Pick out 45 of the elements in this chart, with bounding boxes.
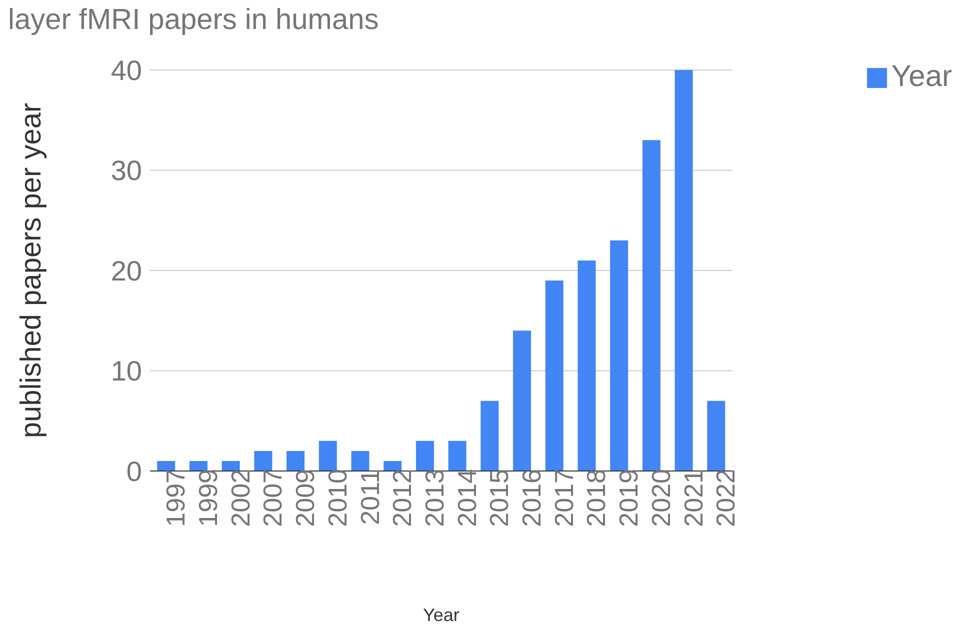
y-tick-label: 0 <box>126 456 142 487</box>
x-tick-label: 2012 <box>387 469 418 527</box>
bar <box>480 400 499 471</box>
x-tick-label: 2016 <box>516 469 547 527</box>
bar <box>286 450 305 471</box>
x-tick-label: 2020 <box>646 469 676 527</box>
y-tick-label: 10 <box>110 356 142 387</box>
bar <box>254 450 272 471</box>
y-tick-label: 30 <box>110 155 142 186</box>
y-tick-label: 20 <box>110 255 142 286</box>
y-tick-label: 40 <box>110 54 142 86</box>
bar <box>674 70 693 471</box>
bar <box>157 460 176 471</box>
bar <box>384 460 402 471</box>
x-axis-title: Year <box>423 605 460 625</box>
bar <box>513 330 532 471</box>
chart-title: layer fMRI papers in humans <box>8 4 379 37</box>
x-tick-label: 2014 <box>452 469 482 527</box>
bar <box>707 400 726 471</box>
y-axis-title: published papers per year <box>15 102 48 438</box>
bar <box>642 140 660 471</box>
x-tick-label: 2007 <box>258 469 288 527</box>
x-tick-label: 2015 <box>484 469 514 527</box>
bar <box>610 240 628 471</box>
bar <box>448 440 466 471</box>
x-tick-label: 2011 <box>354 469 385 525</box>
x-tick-label: 2017 <box>548 469 579 527</box>
x-tick-label: 2002 <box>225 469 256 527</box>
x-tick-label: 2010 <box>322 469 352 527</box>
legend-label: Year <box>891 60 952 93</box>
bar <box>222 460 240 471</box>
bar <box>578 260 596 471</box>
x-tick-label: 2021 <box>678 469 708 527</box>
bar <box>189 460 208 471</box>
x-tick-label: 1999 <box>192 469 223 527</box>
x-tick-label: 2019 <box>614 469 644 527</box>
x-tick-label: 2022 <box>710 469 741 527</box>
x-tick-label: 2018 <box>581 469 612 527</box>
bar <box>351 450 370 471</box>
bar <box>545 280 564 471</box>
bar <box>318 440 337 471</box>
bar <box>416 440 434 471</box>
x-tick-label: 2013 <box>419 469 450 527</box>
x-tick-label: 1997 <box>160 469 191 527</box>
x-tick-label: 2009 <box>290 469 320 527</box>
